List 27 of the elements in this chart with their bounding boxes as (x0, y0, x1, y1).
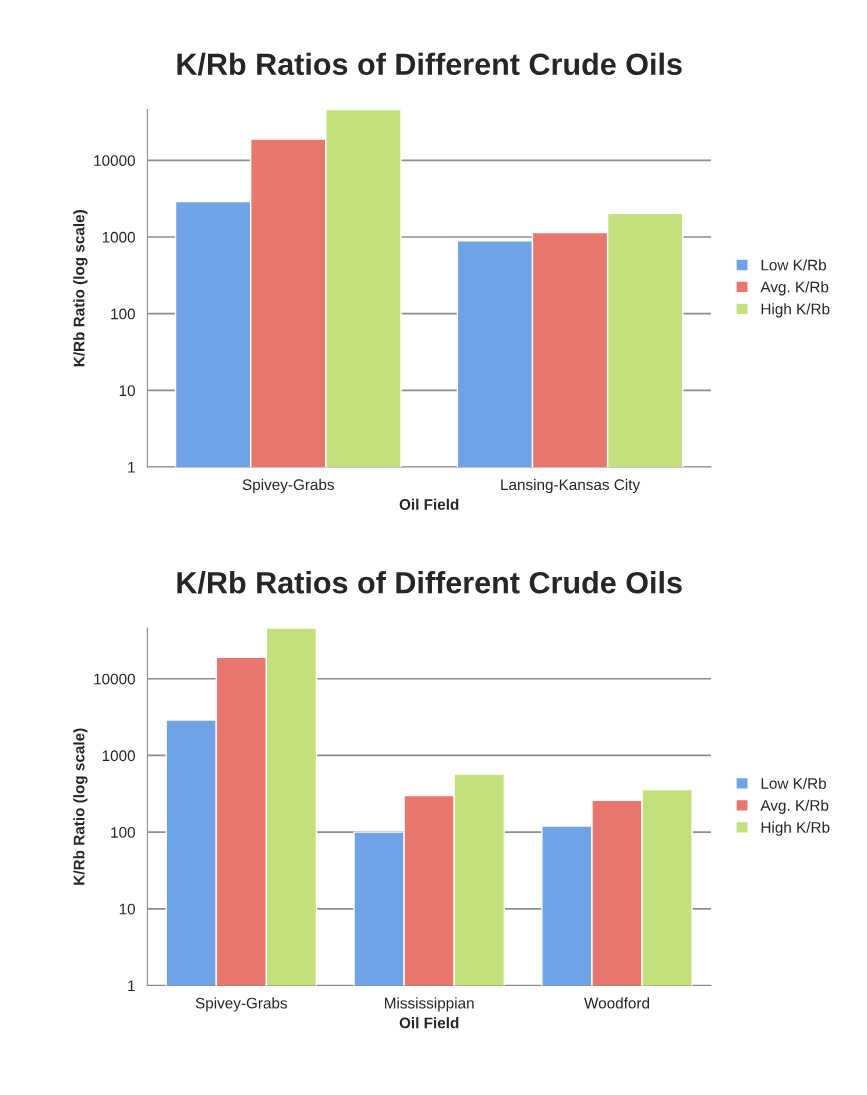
y-tick-label: 1 (128, 462, 135, 473)
x-axis-title: Oil Field (399, 1017, 459, 1029)
y-tick-label: 1 (128, 980, 135, 992)
x-tick-label: Lansing-Kansas City (501, 478, 641, 494)
y-tick-label: 10000 (94, 673, 135, 685)
y-tick-label: 10 (119, 903, 135, 915)
legend-label: Avg. K/Rb (760, 799, 829, 814)
chart-title: K/Rb Ratios of Different Crude Oils (177, 571, 682, 594)
y-axis-title: K/Rb Ratio (log scale) (73, 728, 88, 885)
legend-label: Low K/Rb (761, 777, 826, 789)
y-tick-label: 1000 (102, 231, 135, 243)
legend-label: Avg. K/Rb (760, 281, 829, 296)
x-tick-label: Woodford (584, 997, 650, 1009)
x-tick-label: Spivey-Grabs (242, 478, 334, 494)
chart-title: K/Rb Ratios of Different Crude Oils (177, 52, 682, 76)
y-tick-label: 1000 (102, 750, 135, 762)
x-axis-title: Oil Field (399, 498, 459, 510)
x-tick-label: Mississippian (385, 997, 474, 1012)
y-axis-title: K/Rb Ratio (log scale) (73, 210, 88, 367)
y-tick-label: 10 (119, 385, 135, 397)
x-tick-label: Spivey-Grabs (195, 997, 288, 1012)
legend-label: High K/Rb (761, 821, 830, 836)
legend-label: Low K/Rb (761, 259, 826, 271)
legend-label: High K/Rb (761, 303, 830, 318)
y-tick-label: 100 (111, 827, 135, 838)
y-tick-label: 100 (111, 308, 135, 320)
y-tick-label: 10000 (94, 155, 135, 167)
